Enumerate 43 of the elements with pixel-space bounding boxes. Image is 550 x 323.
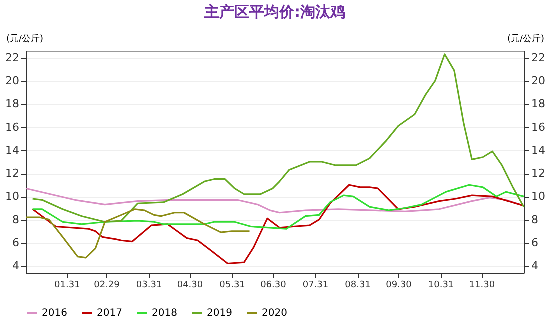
y2-tick-label: 10 (532, 190, 546, 204)
x-tick-label: 05.31 (220, 280, 246, 290)
y-tick-label: 16 (6, 120, 20, 134)
line-series (32, 54, 525, 223)
x-tick-label: 01.31 (54, 280, 80, 290)
y-tick-label: 8 (12, 213, 20, 226)
x-tick-label: 02.29 (94, 280, 120, 290)
x-tick-label: 11.30 (469, 280, 496, 290)
y2-tick-label: 18 (532, 98, 546, 111)
y2-tick-label: 20 (532, 74, 546, 88)
y2-tick-label: 12 (532, 167, 546, 180)
legend-label: 2019 (207, 308, 232, 319)
x-tick-label: 09.30 (386, 280, 412, 290)
legend-label: 2016 (42, 308, 68, 319)
y2-axis-title: (元/公斤) (507, 34, 544, 44)
x-tick-label: 06.30 (260, 280, 287, 290)
y-tick-label: 10 (6, 190, 20, 204)
x-tick-label: 08.31 (345, 280, 371, 290)
y2-tick-label: 8 (532, 213, 538, 226)
y2-tick-label: 6 (532, 236, 538, 250)
x-tick-label: 04.30 (177, 280, 204, 290)
line-series (32, 184, 525, 230)
legend-label: 2020 (262, 308, 288, 319)
y2-tick-label: 22 (532, 51, 546, 64)
y-tick-label: 12 (6, 167, 20, 180)
y-tick-label: 18 (6, 98, 20, 111)
line-series (25, 208, 251, 259)
chart-title: 主产区平均价:淘汰鸡 (204, 3, 346, 21)
y-tick-label: 4 (12, 260, 20, 273)
y-axis-title: (元/公斤) (6, 34, 44, 44)
y-tick-label: 6 (12, 236, 20, 250)
x-tick-label: 10.31 (428, 280, 454, 290)
y-tick-label: 20 (6, 74, 20, 88)
legend-label: 2017 (97, 308, 122, 319)
legend-label: 2018 (152, 308, 178, 319)
y-tick-label: 14 (6, 144, 20, 157)
y2-tick-label: 14 (532, 144, 546, 157)
x-tick-label: 03.31 (136, 280, 162, 290)
x-tick-label: 07.31 (302, 280, 329, 290)
line-series (32, 184, 525, 265)
y-tick-label: 22 (6, 51, 20, 64)
y2-tick-label: 16 (532, 120, 546, 134)
y2-tick-label: 4 (532, 260, 538, 273)
